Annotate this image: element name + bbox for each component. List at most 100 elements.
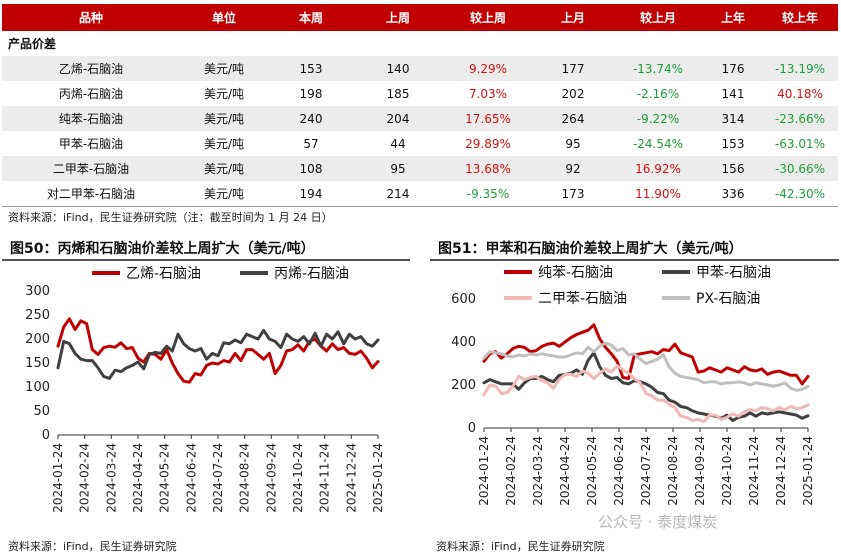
table-cell: 264 (534, 106, 612, 131)
table-cell: 13.68% (442, 156, 534, 181)
x-tick-label: 2024-03-24 (104, 443, 118, 513)
x-tick-label: 2025-01-24 (371, 443, 385, 513)
legend-label: 乙烯-石脑油 (126, 266, 201, 282)
chart-title-rule (430, 259, 839, 261)
table-source-note: 资料来源：iFind，民生证券研究院（注：截至时间为 1 月 24 日） (8, 211, 333, 224)
x-tick-label: 2024-01-24 (51, 443, 65, 513)
y-tick-label: 400 (451, 335, 476, 350)
table-cell: 7.03% (468, 86, 508, 101)
x-tick-label: 2024-10-24 (720, 436, 734, 506)
table-cell: 176 (704, 56, 762, 81)
table-cell: -2.16% (636, 86, 680, 101)
table-cell: 140 (354, 56, 442, 81)
table-bottom-rule (2, 206, 838, 207)
x-tick-label: 2024-09-24 (693, 436, 707, 506)
x-tick-label: 2024-01-24 (477, 436, 491, 506)
table-cell: 108 (268, 156, 354, 181)
watermark: 公众号 · 泰度煤炭 (598, 513, 718, 531)
table-cell: 16.92% (612, 156, 704, 181)
legend-label: 丙烯-石脑油 (274, 266, 349, 282)
header-cell: 较上周 (442, 4, 534, 31)
table-cell: 40.18% (777, 86, 823, 101)
y-tick-label: 600 (451, 292, 476, 307)
series-line-1 (56, 317, 380, 384)
table-header-row: 品种 单位 本周 上周 较上周 上月 较上月 上年 较上年 (2, 4, 838, 31)
table-cell: 57 (303, 136, 319, 151)
table-row: 纯苯-石脑油 美元/吨 240 204 17.65% 264 -9.22% 314 -23.66… (2, 106, 838, 131)
table-cell: 202 (561, 86, 585, 101)
y-tick-label: 50 (33, 404, 50, 419)
table-cell: 92 (534, 156, 612, 181)
x-tick-label: 2024-11-24 (318, 443, 332, 513)
table-cell: 173 (561, 186, 585, 201)
table-cell: -23.66% (762, 106, 838, 131)
table-cell: 美元/吨 (180, 56, 268, 81)
table-row: 对二甲苯-石脑油 美元/吨 194 214 -9.35% 173 11.90% 336 -42.… (2, 181, 838, 206)
table-cell: -24.54% (632, 136, 684, 151)
legend-label: 甲苯-石脑油 (696, 264, 771, 281)
table-cell: 153 (721, 136, 745, 151)
x-tick-label: 2024-12-24 (774, 436, 788, 506)
table-cell: 二甲苯-石脑油 (2, 156, 180, 181)
table-cell: 11.90% (635, 186, 681, 201)
table-cell: 丙烯-石脑油 (58, 87, 124, 101)
x-tick-label: 2024-07-24 (639, 436, 653, 506)
y-tick-label: 250 (25, 308, 50, 323)
x-tick-label: 2025-01-24 (801, 436, 815, 506)
table-cell: 美元/吨 (203, 137, 245, 151)
y-tick-label: 100 (25, 380, 50, 395)
x-tick-label: 2024-04-24 (558, 436, 572, 506)
x-tick-label: 2024-06-24 (184, 443, 198, 513)
y-tick-label: 300 (25, 284, 50, 299)
header-cell: 单位 (180, 4, 268, 31)
series-line-2 (56, 328, 380, 380)
chart-source-50: 资料来源：iFind，民生证券研究院 (8, 540, 177, 553)
price-spread-table: 品种 单位 本周 上周 较上周 上月 较上月 上年 较上年 产品价差 乙烯-石脑… (2, 4, 838, 206)
table-cell: -30.66% (762, 156, 838, 181)
table-cell: 153 (268, 56, 354, 81)
table-row: 甲苯-石脑油 美元/吨 57 44 29.89% 95 -24.54% 153 -63.01% (2, 131, 838, 156)
section-label: 产品价差 (8, 37, 57, 51)
table-cell: 177 (534, 56, 612, 81)
table-cell: 185 (386, 86, 410, 101)
table-cell: 156 (704, 156, 762, 181)
header-cell: 本周 (268, 4, 354, 31)
table-cell: 204 (354, 106, 442, 131)
header-cell: 上年 (704, 4, 762, 31)
table-cell: -13.19% (762, 56, 838, 81)
series-line-1 (482, 323, 810, 386)
x-tick-label: 2024-05-24 (585, 436, 599, 506)
y-tick-label: 0 (42, 428, 50, 443)
table-cell: -13.74% (612, 56, 704, 81)
legend-label: 纯苯-石脑油 (538, 264, 613, 281)
table-cell: 乙烯-石脑油 (2, 56, 180, 81)
table-cell: 17.65% (442, 106, 534, 131)
x-tick-label: 2024-12-24 (344, 443, 358, 513)
x-tick-label: 2024-02-24 (504, 436, 518, 506)
table-cell: 314 (704, 106, 762, 131)
x-tick-label: 2024-04-24 (131, 443, 145, 513)
x-tick-label: 2024-11-24 (747, 436, 761, 506)
header-cell: 较上月 (612, 4, 704, 31)
table-cell: 纯苯-石脑油 (2, 106, 180, 131)
table-cell: 95 (354, 156, 442, 181)
table-row: 二甲苯-石脑油 美元/吨 108 95 13.68% 92 16.92% 156 -30.66% (2, 156, 838, 181)
table-cell: -9.35% (466, 186, 510, 201)
table-cell: 141 (721, 86, 745, 101)
table-cell: -9.22% (612, 106, 704, 131)
chart-title-50: 图50：丙烯和石脑油价差较上周扩大（美元/吨） (10, 241, 315, 257)
header-cell: 上周 (354, 4, 442, 31)
table-cell: 214 (386, 186, 410, 201)
x-tick-label: 2024-02-24 (78, 443, 92, 513)
chart-50: 0 50 100 150 200 250 300 2024-01-24 2024-02-24 20… (25, 266, 385, 513)
y-tick-label: 200 (25, 332, 50, 347)
header-cell: 上月 (534, 4, 612, 31)
table-cell: 甲苯-石脑油 (58, 137, 124, 151)
chart-source-51: 资料来源：iFind，民生证券研究院 (436, 540, 605, 553)
x-tick-label: 2024-10-24 (291, 443, 305, 513)
table-cell: 44 (390, 136, 406, 151)
legend-label: 二甲苯-石脑油 (538, 290, 627, 307)
header-cell: 品种 (2, 4, 180, 31)
table-row: 乙烯-石脑油 美元/吨 153 140 9.29% 177 -13.74% 176 -13.19… (2, 56, 838, 81)
series-line-4 (482, 341, 810, 392)
